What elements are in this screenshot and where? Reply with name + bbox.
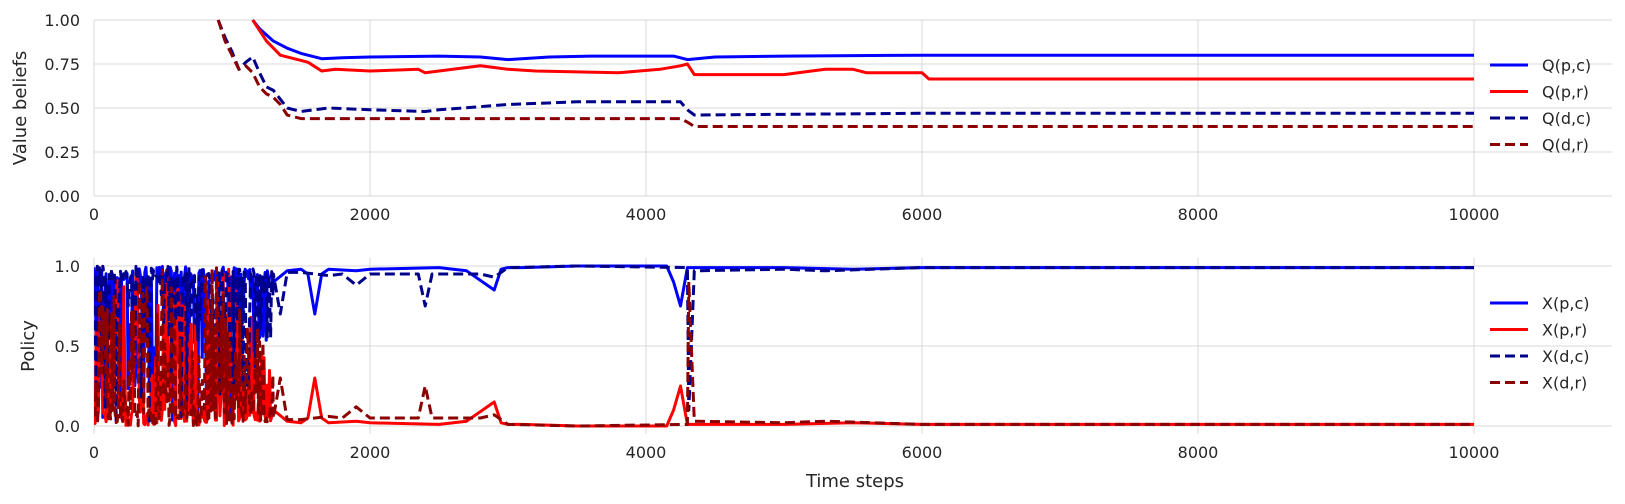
- y-axis-label: Policy: [18, 320, 39, 372]
- x-tick-label: 6000: [902, 205, 943, 224]
- series-line-X(d,r): [94, 266, 1474, 428]
- legend-label: Q(p,c): [1542, 56, 1591, 75]
- x-tick-label: 2000: [350, 443, 391, 462]
- series-line-X(p,c): [94, 264, 1474, 424]
- series-line-X(p,r): [94, 267, 1474, 428]
- legend-label: X(d,r): [1542, 374, 1587, 393]
- legend-label: X(p,r): [1542, 321, 1587, 340]
- x-tick-label: 8000: [1178, 205, 1219, 224]
- legend-label: Q(p,r): [1542, 83, 1589, 102]
- x-tick-label: 4000: [626, 443, 667, 462]
- value-beliefs-panel: 0 2000 4000 6000 8000 10000 0.00 0.25 0.50 0.75 1.…: [10, 11, 1612, 224]
- legend-label: Q(d,r): [1542, 136, 1589, 155]
- y-tick-label: 0.5: [55, 337, 80, 356]
- x-tick-label: 10000: [1449, 443, 1500, 462]
- legend-label: Q(d,c): [1542, 109, 1591, 128]
- series-line-Q(p,c): [251, 19, 1474, 62]
- x-tick-label: 8000: [1178, 443, 1219, 462]
- y-tick-label: 0.00: [44, 187, 80, 206]
- y-tick-label: 1.00: [44, 11, 80, 30]
- y-tick-label: 0.0: [55, 417, 80, 436]
- x-axis-label: Time steps: [805, 471, 904, 492]
- legend-label: X(d,c): [1542, 347, 1589, 366]
- y-tick-label: 1.0: [55, 257, 80, 276]
- series-line-Q(d,r): [216, 19, 1474, 128]
- x-tick-label: 0: [89, 443, 99, 462]
- y-tick-label: 0.50: [44, 99, 80, 118]
- x-tick-label: 4000: [626, 205, 667, 224]
- x-tick-label: 2000: [350, 205, 391, 224]
- series-line-Q(p,r): [251, 19, 1474, 81]
- y-axis-label: Value beliefs: [10, 51, 31, 165]
- x-tick-label: 6000: [902, 443, 943, 462]
- y-tick-label: 0.75: [44, 55, 80, 74]
- y-tick-label: 0.25: [44, 143, 80, 162]
- series-line-X(d,c): [94, 264, 1474, 426]
- series-line-Q(d,c): [216, 19, 1474, 117]
- legend-label: X(p,c): [1542, 294, 1589, 313]
- x-tick-label: 10000: [1449, 205, 1500, 224]
- x-tick-label: 0: [89, 205, 99, 224]
- policy-panel: 0 2000 4000 6000 8000 10000 0.0 0.5 1.0 Policy X(p…: [18, 257, 1612, 462]
